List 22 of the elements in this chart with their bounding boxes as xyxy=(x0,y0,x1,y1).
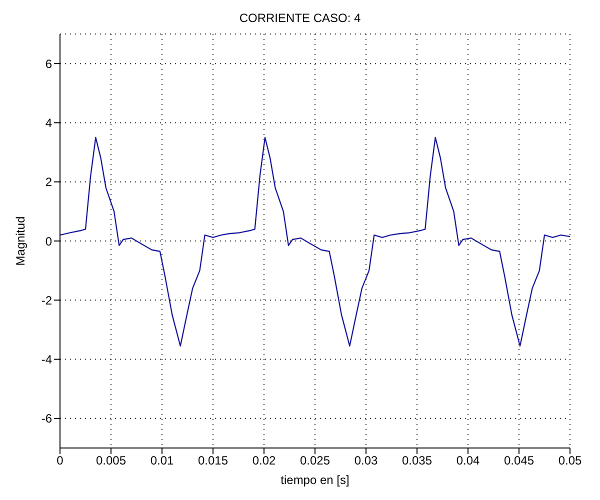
x-axis-title: tiempo en [s] xyxy=(280,473,350,487)
y-tick-label: 4 xyxy=(45,116,52,130)
y-tick-label: -2 xyxy=(41,293,52,308)
y-tick-label: 0 xyxy=(45,234,52,248)
x-tick-label: 0.01 xyxy=(150,454,174,468)
x-tick-label: 0.035 xyxy=(402,454,432,468)
y-tick-label: -4 xyxy=(41,352,52,367)
x-tick-label: 0.02 xyxy=(252,454,276,468)
line-series xyxy=(60,136,570,347)
y-axis-title: Magnitud xyxy=(13,216,28,266)
x-tick-label: 0 xyxy=(56,454,64,468)
chart-title: CORRIENTE CASO: 4 xyxy=(238,10,362,27)
y-tick-label: 6 xyxy=(45,56,52,71)
x-tick-label: 0.03 xyxy=(354,454,378,468)
x-tick-label: 0.05 xyxy=(558,454,582,468)
x-tick-label: 0.04 xyxy=(456,454,480,468)
x-tick-label: 0.005 xyxy=(96,454,126,468)
y-tick-label: 2 xyxy=(45,175,52,190)
x-tick-label: 0.045 xyxy=(504,454,534,468)
y-tick-label: -6 xyxy=(41,412,52,426)
x-tick-label: 0.015 xyxy=(198,454,228,468)
x-tick-label: 0.025 xyxy=(300,454,330,468)
